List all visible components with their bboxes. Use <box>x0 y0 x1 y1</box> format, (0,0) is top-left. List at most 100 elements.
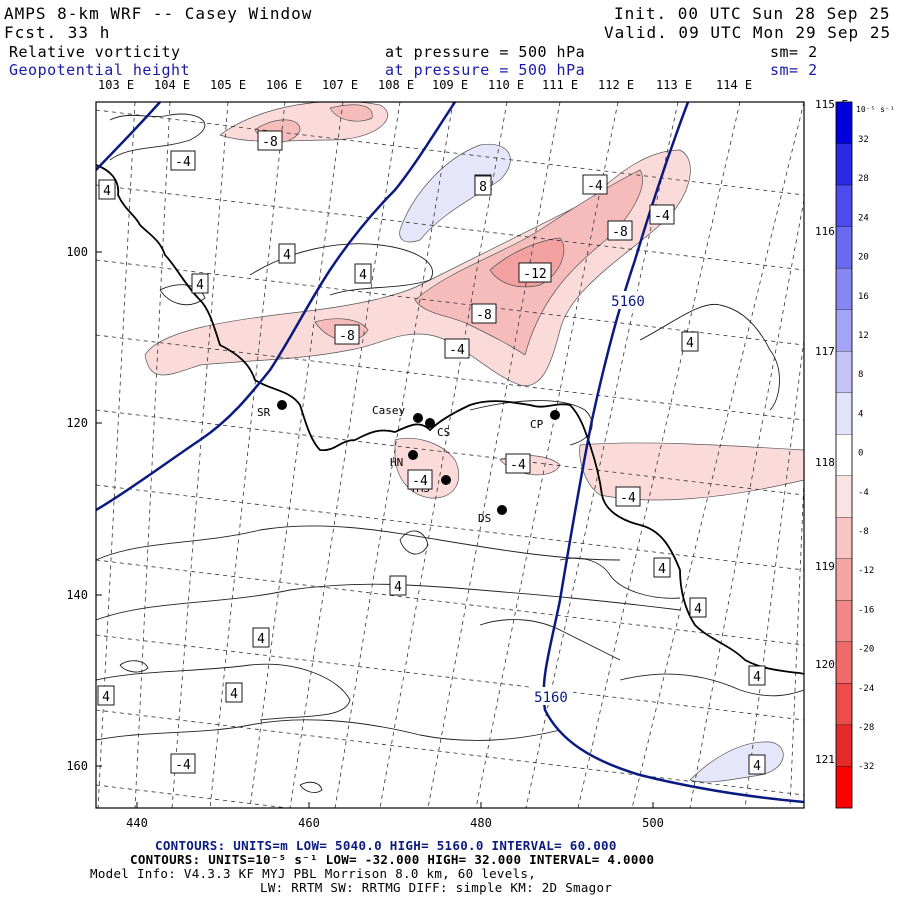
colorbar-tick-label: 0 <box>858 449 863 459</box>
height-contour-labels: 5160 5160 <box>529 291 650 706</box>
vorticity-label: 4 <box>97 685 115 706</box>
vorticity-label: 4 <box>191 273 209 294</box>
svg-text:-8: -8 <box>262 135 278 150</box>
vorticity-label: 8 <box>474 175 492 196</box>
colorbar-tick-label: -20 <box>858 645 874 655</box>
y-tick-label: 160 <box>66 759 88 773</box>
y-axis: 100 120 140 160 <box>66 245 102 773</box>
colorbar-segment <box>835 143 853 186</box>
x-tick-label: 460 <box>298 816 320 830</box>
vorticity-label: 4 <box>252 627 270 648</box>
station-marker-hn <box>408 450 418 460</box>
svg-text:4: 4 <box>257 632 265 647</box>
geopotential-contours <box>96 102 804 804</box>
field1-level: at pressure = 500 hPa <box>385 43 586 61</box>
top-longitude-label: 104 E <box>154 78 191 92</box>
colorbar-segment <box>835 434 853 476</box>
vorticity-label: 4 <box>653 557 671 578</box>
init-time: Init. 00 UTC Sun 28 Sep 25 <box>614 4 891 23</box>
top-longitude-label: 105 E <box>210 78 247 92</box>
station-marker-tms <box>441 475 451 485</box>
model-info: Model Info: V4.3.3 KF MYJ PBL Morrison 8… <box>90 866 537 881</box>
vorticity-label: -8 <box>334 324 360 345</box>
colorbar-segment <box>835 558 853 601</box>
valid-time: Valid. 09 UTC Mon 29 Sep 25 <box>604 23 892 42</box>
forecast-hour: Fcst. 33 h <box>4 23 111 42</box>
svg-text:5160: 5160 <box>611 294 645 310</box>
svg-text:-4: -4 <box>620 491 636 506</box>
svg-text:4: 4 <box>230 687 238 702</box>
physics-info: LW: RRTM SW: RRTMG DIFF: simple KM: 2D S… <box>260 880 613 895</box>
svg-text:-8: -8 <box>612 225 628 240</box>
svg-text:-4: -4 <box>654 209 670 224</box>
station-label-ds: DS <box>478 512 491 525</box>
colorbar-unit: 10⁻⁵ s⁻¹ <box>856 105 895 114</box>
station-label-hn: HN <box>390 456 403 469</box>
svg-text:4: 4 <box>394 580 402 595</box>
svg-text:-8: -8 <box>339 329 355 344</box>
top-longitude-label: 110 E <box>488 78 525 92</box>
colorbar-tick-label: -8 <box>858 527 869 537</box>
svg-text:4: 4 <box>359 268 367 283</box>
station-label-cp: CP <box>530 418 544 431</box>
station-marker-cs <box>425 418 435 428</box>
svg-text:4: 4 <box>658 562 666 577</box>
svg-text:-8: -8 <box>476 308 492 323</box>
top-longitude-label: 111 E <box>542 78 579 92</box>
svg-text:4: 4 <box>196 278 204 293</box>
vorticity-label: 4 <box>748 754 766 775</box>
svg-text:-4: -4 <box>175 758 191 773</box>
field2-level: at pressure = 500 hPa <box>385 61 586 79</box>
colorbar-tick-label: -12 <box>858 566 874 576</box>
vorticity-label: 4 <box>681 331 699 352</box>
field2-smoothing: sm= 2 <box>770 61 818 79</box>
vorticity-label: -8 <box>607 220 633 241</box>
vorticity-label: 4 <box>748 665 766 686</box>
vorticity-label: -4 <box>170 150 196 171</box>
y-tick-label: 120 <box>66 416 88 430</box>
svg-text:4: 4 <box>694 602 702 617</box>
svg-text:5160: 5160 <box>534 690 568 706</box>
svg-text:-4: -4 <box>449 343 465 358</box>
colorbar-segment <box>835 517 853 559</box>
svg-text:4: 4 <box>102 690 110 705</box>
colorbar-segment <box>835 101 853 144</box>
field2-name: Geopotential height <box>9 61 191 79</box>
vorticity-label: -4 <box>407 469 433 490</box>
vorticity-contours <box>96 113 804 793</box>
station-marker-sr <box>277 400 287 410</box>
x-tick-label: 500 <box>642 816 664 830</box>
colorbar-segment <box>835 641 853 684</box>
colorbar-tick-label: -32 <box>858 762 874 772</box>
map-content: SRCaseyCSHNTMSCPDS -8-48-4-4-8-12-8-8-44… <box>96 102 804 808</box>
colorbar-tick-label: 24 <box>858 213 869 223</box>
colorbar-segment <box>835 766 853 809</box>
y-tick-label: 100 <box>66 245 88 259</box>
station-markers <box>277 400 560 515</box>
colorbar-tick-label: 4 <box>858 409 863 419</box>
vorticity-label: 4 <box>389 575 407 596</box>
colorbar-segment <box>835 600 853 643</box>
colorbar-segment <box>835 392 853 435</box>
vorticity-label: -4 <box>649 204 675 225</box>
colorbar-segment <box>835 683 853 726</box>
vorticity-label: -4 <box>170 753 196 774</box>
svg-text:-4: -4 <box>587 179 603 194</box>
vorticity-label: 4 <box>98 179 116 200</box>
colorbar-tick-label: -4 <box>858 488 869 498</box>
vorticity-label: -8 <box>471 303 497 324</box>
colorbar-segment <box>835 724 853 767</box>
colorbar-tick-label: -16 <box>858 605 874 615</box>
colorbar-tick-label: 20 <box>858 253 869 263</box>
latitude-grid <box>96 109 804 808</box>
station-label-sr: SR <box>257 406 271 419</box>
y-tick-label: 140 <box>66 588 88 602</box>
colorbar-tick-label: 8 <box>858 370 863 380</box>
height-label: 5160 <box>529 687 573 706</box>
height-label: 5160 <box>606 291 650 310</box>
colorbar-segment <box>835 475 853 518</box>
svg-text:-4: -4 <box>412 474 428 489</box>
vorticity-label: 4 <box>689 597 707 618</box>
